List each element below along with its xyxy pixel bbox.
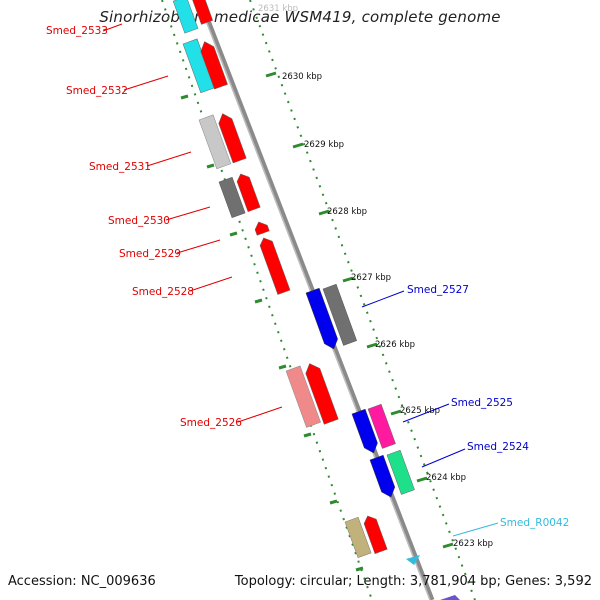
gene-label: Smed_2533: [46, 25, 108, 37]
gene-label: Smed_2530: [108, 215, 170, 227]
gene-features: [172, 0, 460, 600]
scale-ticks: [180, 71, 454, 572]
gene-block-shape: [172, 0, 199, 34]
gene-arrow-shape: [305, 363, 339, 425]
scale-label: 2628 kbp: [327, 207, 367, 217]
gene-block-shape: [322, 283, 357, 346]
scale-tick: [442, 542, 454, 549]
scale-label: 2630 kbp: [282, 72, 322, 82]
gene-block: [285, 365, 321, 428]
genome-summary-text: Topology: circular; Length: 3,781,904 bp…: [234, 574, 592, 589]
gene-block-partial: [440, 595, 460, 600]
gene-block-shape: [285, 365, 321, 428]
gene-arrow: [351, 408, 378, 454]
scale-tick: [366, 342, 378, 349]
scale-tick: [355, 566, 364, 572]
gene-block: [190, 0, 214, 25]
scale-label: 2627 kbp: [351, 273, 391, 283]
gene-block-shape: [386, 449, 415, 495]
scale-label: 2624 kbp: [426, 473, 466, 483]
label-leader: [421, 448, 466, 468]
scale-label: 2625 kbp: [400, 406, 440, 416]
gene-label: Smed_2531: [89, 161, 151, 173]
gene-arrow-shape: [218, 113, 247, 164]
scale-tick: [416, 476, 428, 483]
gene-arrow-shape: [369, 454, 396, 498]
gene-arrow: [305, 287, 338, 350]
gene-arrow: [369, 454, 396, 498]
gene-arrow: [236, 173, 261, 213]
gene-block: [218, 176, 246, 219]
gene-label: Smed_2528: [132, 286, 194, 298]
gene-block: [198, 114, 232, 170]
scale-label: 2629 kbp: [304, 140, 344, 150]
gene-block: [386, 449, 415, 495]
scale-label: 2623 kbp: [453, 539, 493, 549]
rna-marker: [406, 555, 420, 565]
gene-block-shape: [198, 114, 232, 170]
scale-tick: [292, 142, 304, 149]
gene-block: [322, 283, 357, 346]
scale-tick: [318, 209, 330, 216]
scale-tick: [206, 163, 215, 169]
label-leader: [165, 206, 211, 221]
gene-arrow: [363, 515, 388, 555]
gene-arrow: [254, 221, 270, 236]
gene-arrow-shape: [200, 41, 228, 90]
gene-arrow: [218, 113, 247, 164]
label-leader: [237, 406, 283, 423]
scale-tick: [342, 276, 354, 283]
gene-block-shape: [367, 403, 396, 449]
scale-tick: [229, 231, 238, 237]
gene-block: [344, 516, 372, 559]
scale-tick: [390, 409, 402, 416]
gene-arrow: [305, 363, 339, 425]
scale-label: 2626 kbp: [375, 340, 415, 350]
gene-arrow-shape: [254, 221, 270, 236]
scale-tick: [329, 499, 338, 505]
right-tick-track: [249, 0, 476, 600]
gene-label: Smed_2529: [119, 248, 181, 260]
scale-tick: [303, 432, 312, 438]
label-leader: [189, 276, 233, 292]
gene-label: Smed_R0042: [500, 517, 569, 529]
gene-arrow-shape: [259, 237, 291, 295]
scale-tick: [254, 298, 263, 304]
gene-arrow-shape: [305, 287, 338, 350]
accession-text: Accession: NC_009636: [8, 574, 156, 589]
scale-label: 2631 kbp: [258, 4, 298, 14]
label-leader: [402, 403, 450, 423]
scale-tick: [265, 71, 277, 78]
label-leader: [102, 23, 123, 32]
gene-block: [172, 0, 199, 34]
scale-tick: [180, 94, 189, 100]
gene-arrow: [259, 237, 291, 295]
gene-label: Smed_2524: [467, 441, 529, 453]
gene-arrow-shape: [351, 408, 378, 454]
gene-label: Smed_2532: [66, 85, 128, 97]
gene-block-shape: [344, 516, 372, 559]
gene-label: Smed_2527: [407, 284, 469, 296]
gene-arrow-shape: [236, 173, 261, 213]
label-leader: [123, 75, 169, 91]
label-leader: [452, 522, 499, 537]
gene-block-shape: [218, 176, 246, 219]
gene-arrow-shape: [363, 515, 388, 555]
label-leader: [146, 151, 192, 167]
gene-arrow: [200, 41, 228, 90]
gene-block: [367, 403, 396, 449]
label-leader: [176, 239, 221, 254]
label-leader: [361, 290, 405, 308]
gene-block-shape: [190, 0, 214, 25]
gene-label: Smed_2525: [451, 397, 513, 409]
scale-tick: [278, 364, 287, 370]
gene-label: Smed_2526: [180, 417, 242, 429]
